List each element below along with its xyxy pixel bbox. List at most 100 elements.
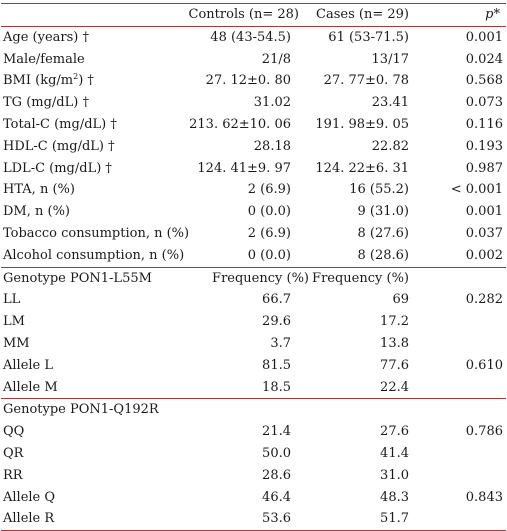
- table-row: Allele L 81.5 77.6 0.610: [1, 355, 506, 377]
- p-value: 0.193: [465, 138, 503, 154]
- controls-value: 29.6: [262, 314, 291, 330]
- row-label: Allele M: [3, 379, 58, 395]
- table-row: Allele R 53.6 51.7: [1, 508, 506, 530]
- p-value: 0.001: [465, 29, 503, 45]
- row-label: QQ: [3, 424, 25, 440]
- p-value: 0.610: [465, 357, 503, 373]
- cases-value: 31.0: [380, 467, 409, 483]
- frequency-cases-header: Frequency (%): [312, 270, 409, 286]
- table-row: RR 28.6 31.0: [1, 465, 506, 487]
- p-value: 0.001: [465, 204, 503, 220]
- data-table: Controls (n= 28) Cases (n= 29) p* Age (y…: [1, 3, 506, 531]
- cases-value: 27.6: [380, 424, 409, 440]
- cases-value: 8 (28.6): [357, 247, 410, 263]
- cases-value: 124. 22±6. 31: [315, 160, 409, 176]
- controls-value: 28.18: [253, 138, 291, 154]
- row-label: LL: [3, 292, 21, 308]
- controls-value: 81.5: [262, 357, 291, 373]
- controls-value: 53.6: [262, 511, 291, 527]
- table-row: LDL-C (mg/dL) † 124. 41±9. 97 124. 22±6.…: [1, 158, 506, 180]
- table-row: HTA, n (%) 2 (6.9) 16 (55.2) < 0.001: [1, 179, 506, 201]
- cases-value: 191. 98±9. 05: [315, 116, 409, 132]
- frequency-controls-header: Frequency (%): [212, 270, 309, 286]
- table-row: Alcohol consumption, n (%) 0 (0.0) 8 (28…: [1, 245, 506, 267]
- table-row: QR 50.0 41.4: [1, 443, 506, 465]
- p-value: 0.786: [465, 424, 503, 440]
- row-label: Allele Q: [3, 489, 56, 505]
- header-p-value: p*: [485, 7, 500, 22]
- cases-value: 27. 77±0. 78: [323, 73, 409, 89]
- cases-value: 13.8: [380, 335, 409, 351]
- row-label: TG (mg/dL) †: [3, 95, 89, 111]
- cases-value: 22.82: [371, 138, 409, 154]
- controls-value: 28.6: [262, 467, 291, 483]
- row-label: Total-C (mg/dL) †: [3, 116, 117, 132]
- cases-value: 77.6: [380, 357, 409, 373]
- p-value: 0.987: [465, 160, 503, 176]
- header-cases: Cases (n= 29): [316, 7, 409, 22]
- cases-value: 69: [392, 292, 409, 308]
- controls-value: 0 (0.0): [247, 247, 291, 263]
- controls-value: 46.4: [262, 489, 291, 505]
- controls-value: 18.5: [262, 379, 291, 395]
- cases-value: 9 (31.0): [357, 204, 410, 220]
- p-value: 0.843: [465, 489, 503, 505]
- cases-value: 23.41: [371, 95, 409, 111]
- controls-value: 213. 62±10. 06: [189, 116, 291, 132]
- controls-value: 21/8: [261, 51, 291, 67]
- cases-value: 51.7: [380, 511, 409, 527]
- row-label-superscript: 2: [73, 72, 79, 82]
- table-row: Total-C (mg/dL) † 213. 62±10. 06 191. 98…: [1, 114, 506, 136]
- table-row: Age (years) † 48 (43-54.5) 61 (53-71.5) …: [1, 27, 506, 49]
- header-controls: Controls (n= 28): [188, 7, 299, 22]
- cases-value: 61 (53-71.5): [328, 29, 409, 45]
- p-value: 0.116: [465, 116, 503, 132]
- controls-value: 3.7: [270, 335, 291, 351]
- p-value: 0.002: [465, 247, 503, 263]
- controls-value: 48 (43-54.5): [210, 29, 291, 45]
- controls-value: 2 (6.9): [247, 182, 291, 198]
- p-value: 0.073: [465, 95, 503, 111]
- p-value: < 0.001: [450, 182, 503, 198]
- row-label: Tobacco consumption, n (%): [3, 225, 190, 241]
- p-value: 0.568: [465, 73, 503, 89]
- row-label: MM: [3, 335, 30, 351]
- cases-value: 22.4: [380, 379, 409, 395]
- table-row: Allele M 18.5 22.4: [1, 377, 506, 399]
- controls-value: 31.02: [253, 95, 291, 111]
- controls-value: 124. 41±9. 97: [197, 160, 291, 176]
- row-label: LDL-C (mg/dL) †: [3, 160, 112, 176]
- controls-value: 0 (0.0): [247, 204, 291, 220]
- p-value: 0.282: [465, 292, 503, 308]
- table-row: BMI (kg/m2) † 27. 12±0. 80 27. 77±0. 78 …: [1, 70, 506, 92]
- row-label: Alcohol consumption, n (%): [3, 247, 185, 263]
- header-row: Controls (n= 28) Cases (n= 29) p*: [1, 3, 506, 26]
- table-row: QQ 21.4 27.6 0.786: [1, 421, 506, 443]
- table-row: Male/female 21/8 13/17 0.024: [1, 49, 506, 71]
- row-label-suffix: ) †: [78, 73, 94, 89]
- controls-value: 50.0: [262, 445, 291, 461]
- row-label-prefix: BMI (kg/m: [3, 73, 74, 89]
- table-row: HDL-C (mg/dL) † 28.18 22.82 0.193: [1, 136, 506, 158]
- table-row: LL 66.7 69 0.282: [1, 289, 506, 311]
- row-label: Age (years) †: [3, 29, 89, 45]
- table-row: LM 29.6 17.2: [1, 311, 506, 333]
- genotype-q192r-section: Genotype PON1-Q192R QQ 21.4 27.6 0.786 Q…: [1, 398, 506, 531]
- section-title: Genotype PON1-L55M: [3, 270, 152, 286]
- row-label: Allele R: [3, 511, 55, 527]
- section-header-row: Genotype PON1-L55M Frequency (%) Frequen…: [1, 268, 506, 290]
- row-label: Male/female: [3, 51, 85, 67]
- controls-value: 2 (6.9): [247, 225, 291, 241]
- cases-value: 13/17: [371, 51, 409, 67]
- row-label: HTA, n (%): [3, 182, 75, 198]
- row-label: RR: [3, 467, 23, 483]
- section-header-row: Genotype PON1-Q192R: [1, 399, 506, 421]
- table-row: DM, n (%) 0 (0.0) 9 (31.0) 0.001: [1, 201, 506, 223]
- row-label: BMI (kg/m2) †: [3, 70, 94, 92]
- row-label: QR: [3, 445, 24, 461]
- cases-value: 41.4: [380, 445, 409, 461]
- table-row: Allele Q 46.4 48.3 0.843: [1, 487, 506, 509]
- table-row: MM 3.7 13.8: [1, 333, 506, 355]
- cases-value: 8 (27.6): [357, 225, 410, 241]
- p-value: 0.037: [465, 225, 503, 241]
